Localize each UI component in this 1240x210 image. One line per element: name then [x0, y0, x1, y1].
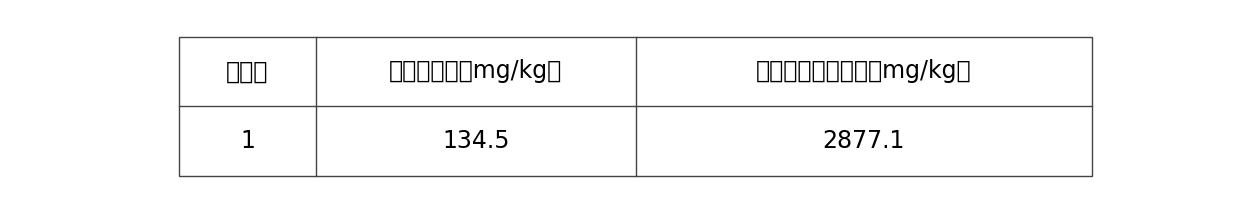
Text: 134.5: 134.5 — [441, 129, 510, 153]
Text: 根部根瘤块氟含量（mg/kg）: 根部根瘤块氟含量（mg/kg） — [756, 59, 972, 83]
Text: 实验组: 实验组 — [227, 59, 269, 83]
Text: 茶叶氟含量（mg/kg）: 茶叶氟含量（mg/kg） — [389, 59, 563, 83]
Text: 1: 1 — [241, 129, 255, 153]
Text: 2877.1: 2877.1 — [822, 129, 905, 153]
